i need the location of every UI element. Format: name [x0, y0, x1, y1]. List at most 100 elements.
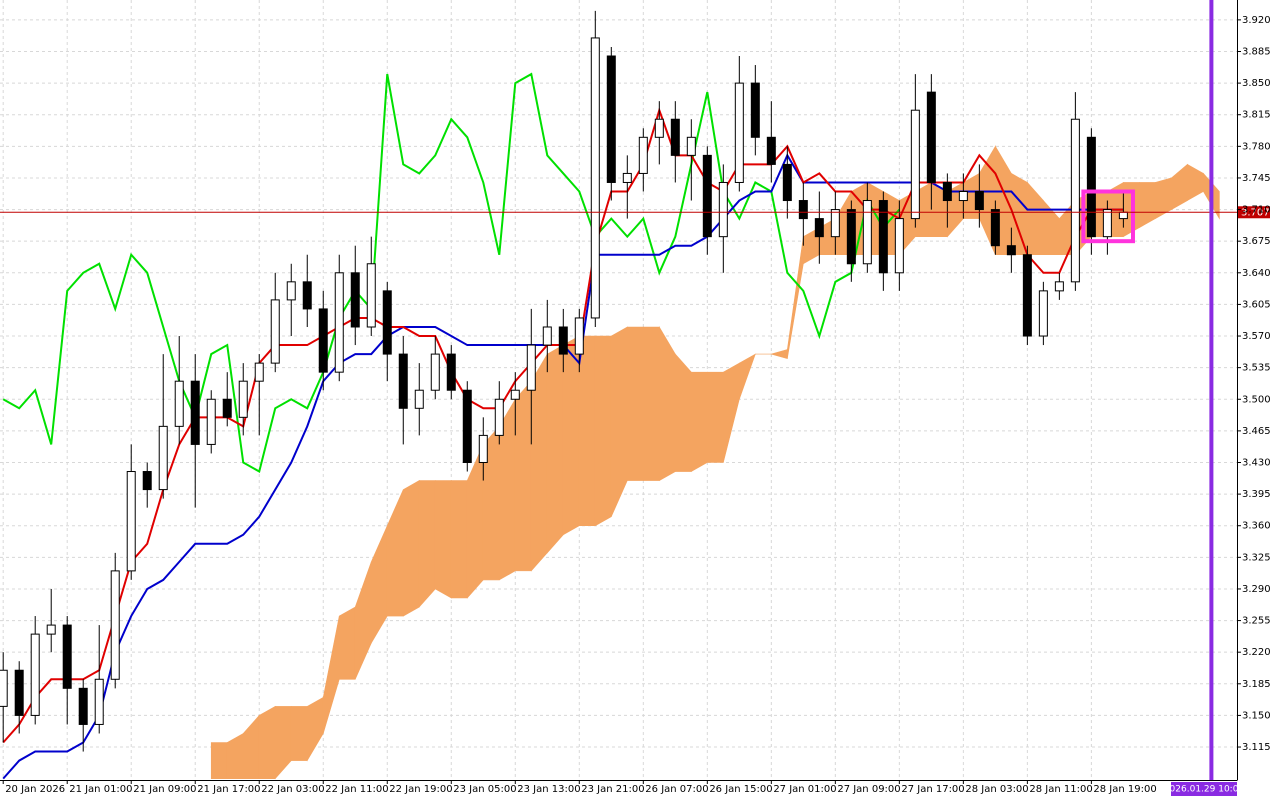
candle-body [62, 624, 72, 689]
cloud-segment [739, 353, 756, 400]
candle-body [878, 200, 888, 274]
y-tick-label: 3.115 [1242, 742, 1271, 753]
cloud-segment [338, 606, 356, 680]
x-tick-label: 22 Jan 11:00 [325, 784, 388, 795]
x-tick-label: 20 Jan 2026 [5, 784, 65, 795]
candle-body [1118, 211, 1128, 220]
candle-body [206, 398, 216, 445]
y-tick-label: 3.710 [1242, 205, 1271, 216]
candle-body [350, 272, 360, 328]
x-tick-label: 28 Jan 11:00 [1029, 784, 1092, 795]
candle-body [0, 669, 8, 707]
x-tick-label: 21 Jan 01:00 [69, 784, 132, 795]
x-tick-label: 26 Jan 07:00 [645, 784, 708, 795]
candle-body [894, 218, 904, 274]
y-tick-label: 3.255 [1242, 616, 1271, 627]
y-tick-label: 3.920 [1242, 15, 1271, 26]
y-tick-label: 3.325 [1242, 552, 1271, 563]
cloud-segment [402, 480, 420, 617]
candle-body [286, 281, 296, 301]
candle-body [830, 209, 840, 238]
candle-body [142, 471, 152, 491]
y-tick-label: 3.885 [1242, 46, 1271, 57]
candle-body [382, 290, 392, 355]
candle-body [1054, 281, 1064, 292]
cloud-segment [514, 380, 532, 572]
x-tick-label: 27 Jan 01:00 [773, 784, 836, 795]
candle-body [158, 425, 168, 491]
candle-body [174, 380, 184, 427]
x-tick-label: 23 Jan 13:00 [517, 784, 580, 795]
candle-body [654, 118, 664, 138]
candle-body [446, 353, 456, 391]
candle-body [430, 353, 440, 391]
cloud-segment [707, 371, 724, 463]
cloud-segment [450, 480, 468, 599]
price-label: 3.707 [1241, 207, 1270, 218]
candle-body [990, 209, 1000, 247]
candle-body [110, 570, 120, 680]
x-tick-label: 23 Jan 05:00 [453, 784, 516, 795]
candle-body [462, 389, 472, 463]
candle-body [414, 389, 424, 409]
candle-body [238, 380, 248, 418]
candle-body [1086, 136, 1096, 238]
candle-body [766, 136, 776, 165]
x-tick-label: 28 Jan 03:00 [965, 784, 1028, 795]
x-tick-label: 26 Jan 15:00 [709, 784, 772, 795]
candle-body [254, 362, 264, 382]
y-tick-label: 3.465 [1242, 426, 1271, 437]
y-tick-label: 3.850 [1242, 78, 1271, 89]
candle-body [942, 181, 952, 202]
x-tick-label: 21 Jan 09:00 [133, 784, 196, 795]
time-label-bg [1171, 782, 1237, 796]
x-tick-label: 28 Jan 19:00 [1093, 784, 1156, 795]
candle-body [670, 118, 680, 156]
y-tick-label: 3.185 [1242, 679, 1271, 690]
cloud-segment [643, 326, 660, 481]
candle-body [334, 272, 344, 373]
y-tick-label: 3.605 [1242, 299, 1271, 310]
cloud-segment [258, 705, 276, 779]
y-tick-label: 3.500 [1242, 394, 1271, 405]
candle-body [94, 678, 104, 725]
cloud-segment [578, 335, 596, 527]
candle-body [734, 82, 744, 183]
x-tick-label: 27 Jan 17:00 [901, 784, 964, 795]
y-tick-label: 3.220 [1242, 647, 1271, 658]
candle-body [510, 389, 520, 400]
candle-body [318, 308, 328, 373]
y-tick-label: 3.745 [1242, 173, 1271, 184]
candle-body [302, 281, 312, 310]
candle-body [958, 190, 968, 202]
candle-body [798, 200, 808, 220]
y-tick-label: 3.150 [1242, 710, 1271, 721]
candle-body [910, 109, 920, 220]
y-tick-label: 3.640 [1242, 268, 1271, 279]
cloud-segment [418, 480, 436, 608]
candle-body [638, 136, 648, 174]
x-tick-label: 21 Jan 17:00 [197, 784, 260, 795]
cloud-segment [562, 335, 580, 536]
price-label-bg [1238, 206, 1270, 219]
candle-body [862, 200, 872, 265]
x-tick-label: 23 Jan 21:00 [581, 784, 644, 795]
x-tick-label: 22 Jan 03:00 [261, 784, 324, 795]
candle-body [686, 136, 696, 156]
candle-body [14, 669, 24, 716]
candle-body [926, 91, 936, 183]
candle-body [1070, 118, 1080, 283]
y-tick-label: 3.535 [1242, 363, 1271, 374]
cloud-segment [691, 371, 708, 473]
y-tick-label: 3.360 [1242, 521, 1271, 532]
candle-body [1038, 290, 1048, 337]
cloud-segment [210, 742, 228, 779]
candle-body [1022, 254, 1032, 337]
x-tick-label: 27 Jan 09:00 [837, 784, 900, 795]
candle-body [46, 624, 56, 635]
candle-body [846, 209, 856, 265]
candle-body [366, 263, 376, 328]
candle-body [814, 218, 824, 238]
cloud-segment [659, 325, 676, 482]
